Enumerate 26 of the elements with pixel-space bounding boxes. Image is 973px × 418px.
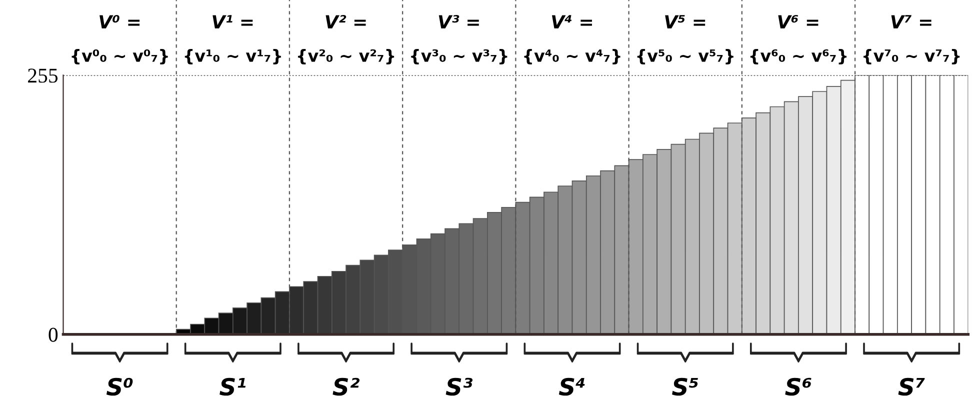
text: V¹ = (212, 15, 253, 28)
text: S² (332, 378, 360, 396)
text: V² = (326, 14, 366, 28)
text: V⁶ = (778, 14, 818, 28)
text: {v⁷₀ ~ v⁷₇} (864, 49, 960, 64)
text: S⁶ (785, 378, 812, 396)
text: S⁰ (106, 378, 133, 396)
text: V⁰ = (100, 14, 140, 28)
text: S⁷ (898, 378, 925, 396)
text: V⁷ = (891, 15, 932, 28)
text: {v⁶₀ ~ v⁶₇} (750, 49, 846, 64)
y-tick-label: 0 (48, 328, 58, 342)
text: S⁵ (672, 378, 698, 396)
text: {v²₀ ~ v²₇} (298, 49, 394, 64)
text: S⁴ (558, 378, 585, 396)
text: {v⁰₀ ~ v⁰₇} (72, 49, 168, 64)
text: {v³₀ ~ v³₇} (411, 49, 508, 64)
text: S¹ (220, 378, 246, 396)
y-tick-label: 255 (28, 68, 58, 83)
text: {v⁴₀ ~ v⁴₇} (524, 49, 620, 64)
text: V³ = (438, 14, 479, 28)
text: V⁵ = (665, 15, 706, 28)
text: V⁴ = (552, 15, 592, 28)
text: {v⁵₀ ~ v⁵₇} (637, 49, 734, 64)
text: {v¹₀ ~ v¹₇} (184, 49, 281, 64)
text: S³ (446, 378, 473, 396)
